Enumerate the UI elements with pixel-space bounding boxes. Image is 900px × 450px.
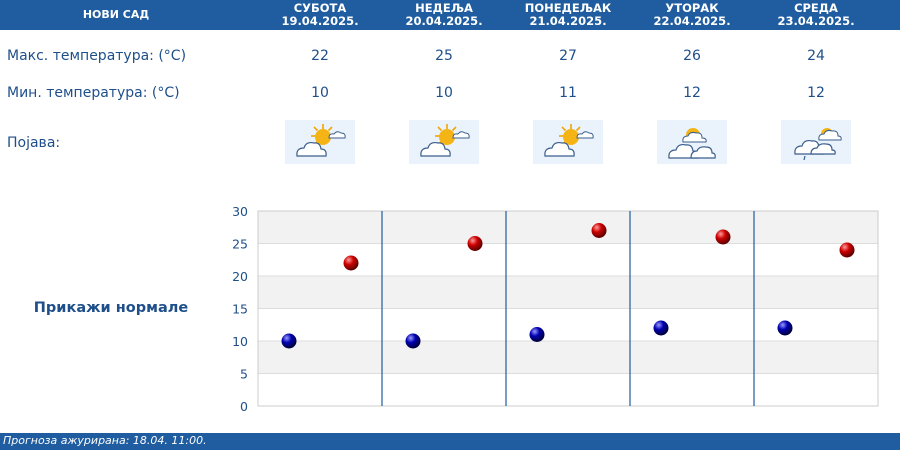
day-date: 23.04.2025. xyxy=(777,14,855,28)
max-temp-value: 24 xyxy=(807,48,825,64)
cloud-drizzle-icon xyxy=(781,120,851,164)
grid-band xyxy=(258,211,878,244)
y-tick-label: 30 xyxy=(232,204,248,219)
temperature-chart: 0 5 10 15 20 25 30 xyxy=(232,204,879,414)
day-name: СУБОТА xyxy=(293,1,347,15)
max-temp-point xyxy=(715,229,731,245)
sun-cloud-icon xyxy=(285,120,355,164)
min-temp-value: 12 xyxy=(683,85,701,101)
y-tick-label: 15 xyxy=(232,302,248,317)
day-date: 22.04.2025. xyxy=(653,14,731,28)
sun-cloud-icon xyxy=(409,120,479,164)
day-header-2: НЕДЕЉА 20.04.2025. xyxy=(382,0,506,30)
y-tick-label: 5 xyxy=(240,367,248,382)
max-temp-value: 22 xyxy=(311,48,329,64)
y-tick-label: 20 xyxy=(232,269,248,284)
min-temp-point xyxy=(653,320,669,336)
max-temp-value: 25 xyxy=(435,48,453,64)
max-temp-label: Макс. температура: (°C) xyxy=(7,48,187,64)
update-time: Прогноза ажурирана: 18.04. 11:00. xyxy=(3,434,207,447)
min-temp-value: 10 xyxy=(435,85,453,101)
plot-border xyxy=(257,210,879,407)
max-temp-point xyxy=(343,255,359,271)
sun-cloud-icon xyxy=(533,120,603,164)
cloud-sun-icon xyxy=(657,120,727,164)
min-temp-point xyxy=(777,320,793,336)
y-tick-label: 10 xyxy=(232,334,248,349)
footer-bar: Прогноза ажурирана: 18.04. 11:00. xyxy=(0,433,900,450)
day-name: СРЕДА xyxy=(794,1,838,15)
y-tick-label: 0 xyxy=(240,399,248,414)
grid-band xyxy=(258,341,878,374)
min-temp-point xyxy=(281,333,297,349)
max-temp-point xyxy=(467,236,483,251)
day-header-4: УТОРАК 22.04.2025. xyxy=(630,0,754,30)
day-header-5: СРЕДА 23.04.2025. xyxy=(754,0,878,30)
min-temp-point xyxy=(529,327,545,342)
min-temp-point xyxy=(405,333,421,349)
day-date: 21.04.2025. xyxy=(529,14,607,28)
day-date: 19.04.2025. xyxy=(281,14,359,28)
day-date: 20.04.2025. xyxy=(405,14,483,28)
min-temp-value: 11 xyxy=(559,85,577,101)
day-name: УТОРАК xyxy=(665,1,719,15)
max-temp-value: 27 xyxy=(559,48,577,64)
min-temp-label: Мин. температура: (°C) xyxy=(7,85,180,101)
grid-band xyxy=(258,373,878,406)
phenomenon-label: Појава: xyxy=(7,135,61,151)
max-temp-point xyxy=(591,223,607,238)
forecast-header: НОВИ САД СУБОТА 19.04.2025. НЕДЕЉА 20.04… xyxy=(0,0,900,30)
day-name: ПОНЕДЕЉАК xyxy=(524,1,612,15)
grid-band xyxy=(258,243,878,276)
day-header-1: СУБОТА 19.04.2025. xyxy=(258,0,382,30)
day-name: НЕДЕЉА xyxy=(415,1,473,15)
max-temp-value: 26 xyxy=(683,48,701,64)
min-temp-value: 12 xyxy=(807,85,825,101)
show-normals-button[interactable]: Прикажи нормале xyxy=(33,300,189,316)
min-temp-value: 10 xyxy=(311,85,329,101)
grid-band xyxy=(258,308,878,341)
grid-band xyxy=(258,276,878,309)
city-name: НОВИ САД xyxy=(82,8,150,21)
day-header-3: ПОНЕДЕЉАК 21.04.2025. xyxy=(506,0,630,30)
y-tick-label: 25 xyxy=(232,237,248,252)
max-temp-point xyxy=(839,242,855,258)
